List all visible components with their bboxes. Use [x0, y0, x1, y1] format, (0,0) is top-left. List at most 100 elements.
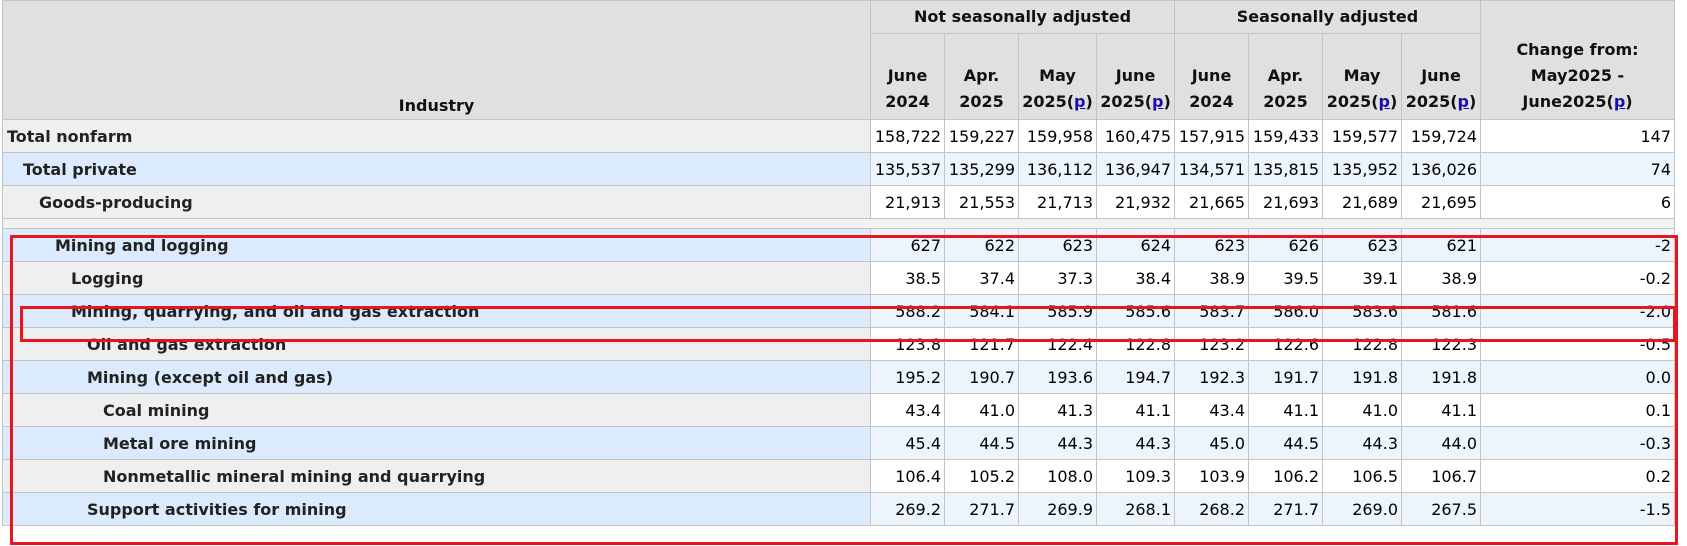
industry-name: Mining and logging	[2, 228, 871, 262]
value-cell: 627	[870, 228, 945, 262]
period-header-month: May	[1039, 66, 1076, 85]
change-cell: -1.5	[1480, 492, 1675, 526]
preliminary-footnote-link[interactable]: p	[1378, 92, 1390, 111]
value-cell: 623	[1322, 228, 1402, 262]
value-cell: 191.8	[1322, 360, 1402, 394]
employment-table: Industry Not seasonally adjusted Seasona…	[2, 0, 1675, 526]
value-cell: 159,227	[944, 119, 1019, 153]
value-cell: 38.9	[1401, 261, 1481, 295]
table-row: Total nonfarm 158,722 159,227 159,958 160,47…	[2, 119, 1675, 153]
value-cell: 159,724	[1401, 119, 1481, 153]
preliminary-footnote-link[interactable]: p	[1152, 92, 1164, 111]
value-cell: 194.7	[1096, 360, 1175, 394]
value-cell: 38.9	[1174, 261, 1249, 295]
value-cell: 45.0	[1174, 426, 1249, 460]
value-cell: 136,112	[1018, 152, 1097, 186]
value-cell: 268.1	[1096, 492, 1175, 526]
period-header-year: 2025	[959, 92, 1004, 111]
period-header: June 2025(p)	[1096, 33, 1175, 120]
value-cell: 135,537	[870, 152, 945, 186]
change-cell: -2	[1480, 228, 1675, 262]
value-cell: 269.9	[1018, 492, 1097, 526]
value-cell: 21,553	[944, 185, 1019, 219]
value-cell: 21,932	[1096, 185, 1175, 219]
value-cell: 21,693	[1248, 185, 1323, 219]
preliminary-footnote-link[interactable]: p	[1457, 92, 1469, 111]
table-spacer-row	[2, 218, 1675, 229]
value-cell: 41.1	[1248, 393, 1323, 427]
industry-name: Support activities for mining	[2, 492, 871, 526]
value-cell: 103.9	[1174, 459, 1249, 493]
change-header-line2: May2025 -	[1530, 66, 1625, 85]
value-cell: 41.1	[1096, 393, 1175, 427]
period-header: June 2024	[1174, 33, 1249, 120]
change-cell: 0.2	[1480, 459, 1675, 493]
value-cell: 38.4	[1096, 261, 1175, 295]
value-cell: 122.8	[1322, 327, 1402, 361]
spacer-cell	[2, 218, 1675, 229]
table-row: Coal mining 43.4 41.0 41.3 41.1 43.4 41.1 41.0 4…	[2, 393, 1675, 427]
table-row: Nonmetallic mineral mining and quarrying…	[2, 459, 1675, 493]
value-cell: 121.7	[944, 327, 1019, 361]
table-row: Oil and gas extraction 123.8 121.7 122.4 122…	[2, 327, 1675, 361]
period-header-year: 2025	[1263, 92, 1308, 111]
value-cell: 21,713	[1018, 185, 1097, 219]
period-header-month: Apr.	[963, 66, 1000, 85]
industry-name: Nonmetallic mineral mining and quarrying	[2, 459, 871, 493]
change-cell: -0.3	[1480, 426, 1675, 460]
industry-name: Metal ore mining	[2, 426, 871, 460]
value-cell: 21,913	[870, 185, 945, 219]
not-seasonally-adjusted-header: Not seasonally adjusted	[870, 0, 1175, 34]
value-cell: 45.4	[870, 426, 945, 460]
value-cell: 622	[944, 228, 1019, 262]
value-cell: 157,915	[1174, 119, 1249, 153]
period-header: Apr. 2025	[944, 33, 1019, 120]
value-cell: 44.3	[1322, 426, 1402, 460]
seasonally-adjusted-header: Seasonally adjusted	[1174, 0, 1481, 34]
preliminary-footnote-link[interactable]: p	[1613, 92, 1626, 111]
value-cell: 588.2	[870, 294, 945, 328]
value-cell: 586.0	[1248, 294, 1323, 328]
value-cell: 106.2	[1248, 459, 1323, 493]
value-cell: 39.1	[1322, 261, 1402, 295]
change-header-line3: June2025(	[1522, 92, 1614, 111]
period-header-year: 2025(	[1326, 92, 1379, 111]
table-row: Goods-producing 21,913 21,553 21,713 21,932 2…	[2, 185, 1675, 219]
period-header: June 2024	[870, 33, 945, 120]
table-row: Mining, quarrying, and oil and gas extra…	[2, 294, 1675, 328]
value-cell: 108.0	[1018, 459, 1097, 493]
period-header-year: 2024	[885, 92, 930, 111]
change-cell: -2.0	[1480, 294, 1675, 328]
period-header-month: June	[1115, 66, 1156, 85]
value-cell: 159,577	[1322, 119, 1402, 153]
value-cell: 583.7	[1174, 294, 1249, 328]
change-cell: -0.5	[1480, 327, 1675, 361]
value-cell: 269.0	[1322, 492, 1402, 526]
period-header-year: 2024	[1189, 92, 1234, 111]
value-cell: 106.7	[1401, 459, 1481, 493]
value-cell: 585.9	[1018, 294, 1097, 328]
industry-name: Logging	[2, 261, 871, 295]
value-cell: 624	[1096, 228, 1175, 262]
value-cell: 106.5	[1322, 459, 1402, 493]
change-cell: 0.0	[1480, 360, 1675, 394]
value-cell: 21,689	[1322, 185, 1402, 219]
value-cell: 623	[1018, 228, 1097, 262]
industry-name: Total private	[2, 152, 871, 186]
table-row: Total private 135,537 135,299 136,112 136,94…	[2, 152, 1675, 186]
preliminary-footnote-link[interactable]: p	[1074, 92, 1086, 111]
value-cell: 123.8	[870, 327, 945, 361]
industry-header: Industry	[2, 0, 871, 120]
value-cell: 41.0	[944, 393, 1019, 427]
value-cell: 271.7	[944, 492, 1019, 526]
industry-name: Coal mining	[2, 393, 871, 427]
value-cell: 105.2	[944, 459, 1019, 493]
value-cell: 191.8	[1401, 360, 1481, 394]
period-header-year: 2025(	[1100, 92, 1153, 111]
table-row: Support activities for mining 269.2 271.7 2…	[2, 492, 1675, 526]
value-cell: 160,475	[1096, 119, 1175, 153]
value-cell: 44.5	[944, 426, 1019, 460]
value-cell: 136,947	[1096, 152, 1175, 186]
change-header-line1: Change from:	[1516, 40, 1639, 59]
value-cell: 41.3	[1018, 393, 1097, 427]
